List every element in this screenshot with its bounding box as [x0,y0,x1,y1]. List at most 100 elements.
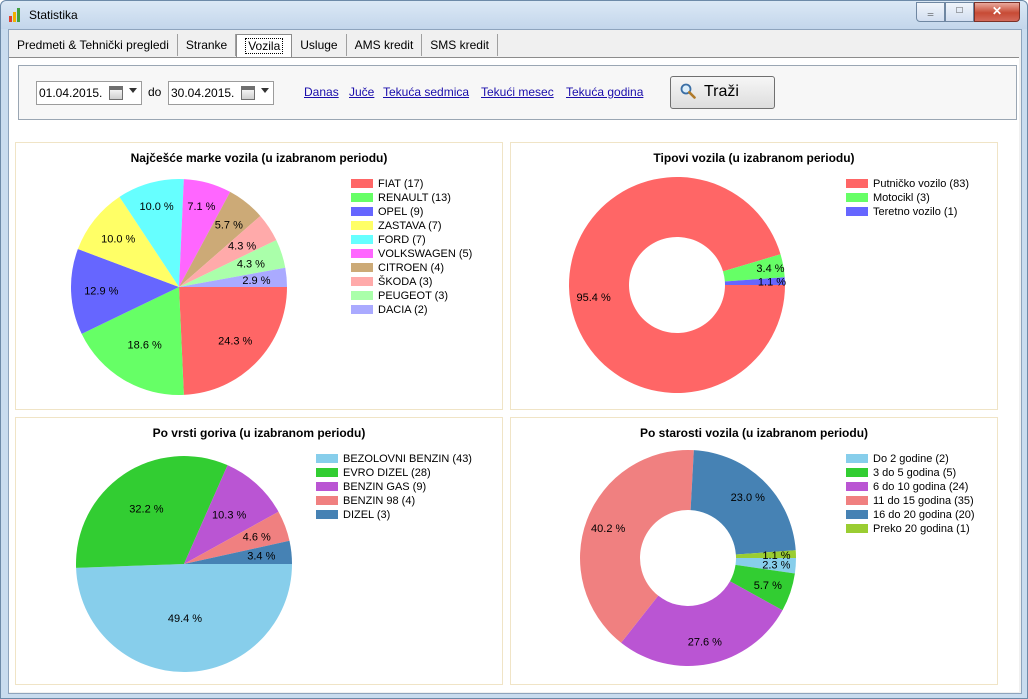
legend-item: BENZIN 98 (4) [316,494,472,508]
pie-slice[interactable] [621,581,783,666]
pie-slice[interactable] [179,287,287,395]
date-to-picker[interactable]: 30.04.2015. [168,81,274,105]
tab-usluge[interactable]: Usluge [292,34,347,56]
tab-vozila[interactable]: Vozila [236,34,293,59]
pie-slice[interactable] [690,450,796,555]
legend-item: DACIA (2) [351,303,472,317]
close-button[interactable]: ✕ [974,2,1020,22]
pie-slice[interactable] [179,179,231,287]
pie-slice[interactable] [729,564,795,611]
tab-sms-kredit[interactable]: SMS kredit [422,34,498,56]
chart-app-icon [9,8,23,22]
maximize-button[interactable]: □ [945,2,974,22]
tab-label: SMS kredit [430,38,489,52]
legend-label: DACIA (2) [378,304,428,316]
legend-item: BEZOLOVNI BENZIN (43) [316,452,472,466]
slice-label: 4.6 % [243,532,271,544]
legend-swatch [351,179,373,188]
legend-item: Putničko vozilo (83) [846,177,969,191]
chart-panel-marke: Najčešće marke vozila (u izabranom perio… [15,142,503,410]
slice-label: 32.2 % [129,504,163,516]
pie-slice[interactable] [179,267,287,287]
legend-item: BENZIN GAS (9) [316,480,472,494]
tab-stranke[interactable]: Stranke [178,34,237,56]
legend-item: FORD (7) [351,233,472,247]
client-area: Predmeti & Tehnički pregledi Stranke Voz… [8,29,1022,694]
legend-swatch [351,193,373,202]
link-tekuca-sedmica[interactable]: Tekuća sedmica [383,85,470,99]
legend-item: ZASTAVA (7) [351,219,472,233]
legend-item: Preko 20 godina (1) [846,522,975,536]
slice-label: 12.9 % [84,285,118,297]
tab-label: Vozila [245,38,284,54]
slice-label: 49.4 % [168,613,202,625]
legend-swatch [351,277,373,286]
legend-label: BENZIN GAS (9) [343,481,427,493]
legend-swatch [351,305,373,314]
date-from-picker[interactable]: 01.04.2015. [36,81,142,105]
legend-item: OPEL (9) [351,205,472,219]
pie-slice[interactable] [81,287,184,395]
minimize-button[interactable]: ‗ [916,2,945,22]
pie-slice[interactable] [76,456,228,568]
chevron-down-icon [261,88,269,93]
link-tekuci-mesec[interactable]: Tekući mesec [481,85,554,99]
legend-label: Preko 20 godina (1) [873,523,970,535]
pie-slice[interactable] [179,240,286,287]
legend-label: BEZOLOVNI BENZIN (43) [343,453,472,465]
pie-slice[interactable] [184,465,279,564]
legend-swatch [316,454,338,463]
chart-title: Najčešće marke vozila (u izabranom perio… [130,151,388,165]
chart-panel-starost: Po starosti vozila (u izabranom periodu)… [510,417,998,685]
link-tekuca-godina[interactable]: Tekuća godina [566,85,644,99]
date-from-value: 01.04.2015. [39,86,103,100]
legend-swatch [351,207,373,216]
legend-label: Motocikl (3) [873,192,930,204]
title-bar[interactable]: Statistika ‗ □ ✕ [1,1,1027,29]
chart-title: Tipovi vozila (u izabranom periodu) [653,151,855,165]
link-danas[interactable]: Danas [304,85,339,99]
link-juce[interactable]: Juče [349,85,375,99]
legend-label: 11 do 15 godina (35) [873,495,974,507]
legend-item: RENAULT (13) [351,191,472,205]
pie-slice[interactable] [184,540,292,564]
pie-slice[interactable] [76,564,292,673]
chart-legend: Putničko vozilo (83) Motocikl (3) Teretno … [846,177,969,219]
legend-label: BENZIN 98 (4) [343,495,416,507]
pie-slice[interactable] [724,277,785,285]
pie-slice[interactable] [71,249,179,334]
tab-label: Predmeti & Tehnički pregledi [17,38,169,52]
legend-item: 6 do 10 godina (24) [846,480,975,494]
tab-ams-kredit[interactable]: AMS kredit [347,34,423,56]
window-title: Statistika [29,8,78,22]
slice-label: 5.7 % [754,580,782,592]
pie-slice[interactable] [735,558,796,574]
legend-swatch [846,454,868,463]
search-button-label: Traži [704,83,739,100]
chart-panel-gorivo: Po vrsti goriva (u izabranom periodu) 49… [15,417,503,685]
tab-label: Stranke [185,38,228,52]
pie-chart: 49.4 % 32.2 % 10.3 % 4.6 % 3.4 % [76,456,292,673]
legend-label: ZASTAVA (7) [378,220,442,232]
pie-slice[interactable] [77,196,179,287]
pie-slice[interactable] [580,450,694,643]
pie-slice[interactable] [119,179,184,287]
legend-label: RENAULT (13) [378,192,451,204]
legend-swatch [846,510,868,519]
slice-label: 10.3 % [212,510,246,522]
pie-slice[interactable] [735,550,796,558]
legend-item: CITROEN (4) [351,261,472,275]
slice-label: 95.4 % [577,292,611,304]
pie-slice[interactable] [569,176,785,393]
legend-item: ŠKODA (3) [351,275,472,289]
search-button[interactable]: Traži [670,76,775,109]
legend-swatch [846,207,868,216]
date-range-separator: do [148,85,162,99]
pie-slice[interactable] [179,191,261,287]
tab-predmeti[interactable]: Predmeti & Tehnički pregledi [9,34,178,56]
slice-label: 5.7 % [215,220,243,232]
pie-slice[interactable] [723,254,785,282]
pie-slice[interactable] [184,511,290,564]
tab-panel-vozila: 01.04.2015. do 30.04.2015. Danas Juče Te… [9,57,1019,692]
pie-slice[interactable] [179,215,277,287]
